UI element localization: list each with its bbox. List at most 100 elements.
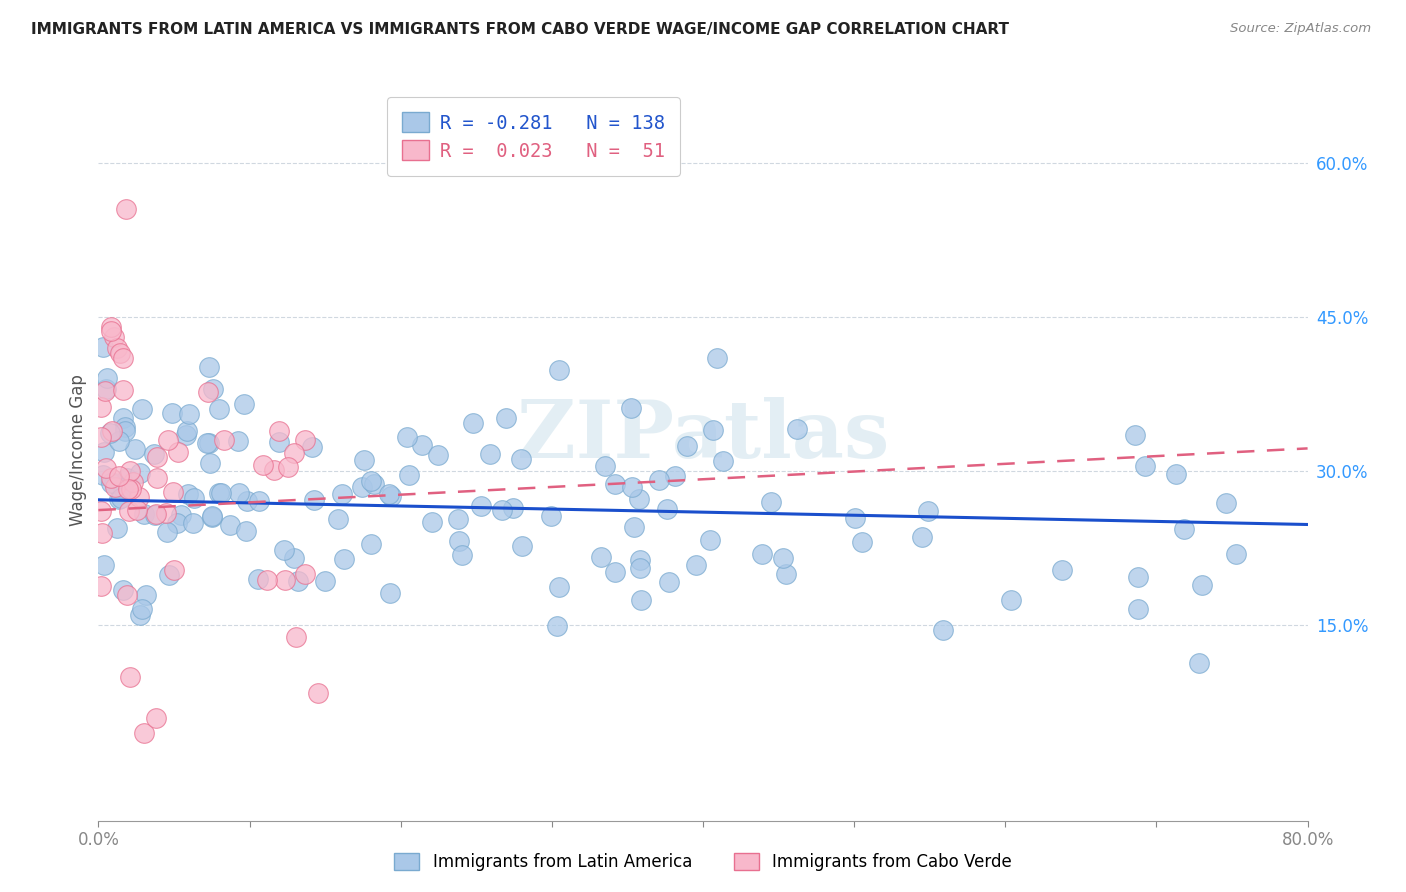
Point [699, 533, 721, 547]
Point [363, 477, 385, 491]
Point [117, 471, 139, 485]
Point [114, 420, 136, 434]
Point [112, 383, 135, 397]
Point [495, 411, 517, 425]
Point [676, 440, 699, 454]
Point [91, 340, 114, 354]
Text: Source: ZipAtlas.com: Source: ZipAtlas.com [1230, 22, 1371, 36]
Point [603, 565, 626, 579]
Point [98, 425, 121, 440]
Point [111, 481, 134, 495]
Point [117, 483, 139, 497]
Point [623, 520, 645, 534]
Point [844, 510, 866, 524]
Point [157, 433, 180, 447]
Point [547, 580, 569, 594]
Point [706, 351, 728, 366]
Point [1050, 563, 1073, 577]
Point [90, 504, 112, 518]
Point [174, 428, 197, 442]
Text: ZIPatlas: ZIPatlas [517, 397, 889, 475]
Point [90, 579, 112, 593]
Point [115, 588, 138, 602]
Point [90, 429, 112, 443]
Point [166, 445, 188, 459]
Point [449, 533, 471, 548]
Point [129, 607, 152, 622]
Point [143, 508, 166, 523]
Point [121, 475, 143, 490]
Point [1191, 578, 1213, 592]
Point [181, 516, 204, 530]
Point [176, 424, 198, 438]
Point [273, 543, 295, 558]
Point [380, 489, 402, 503]
Point [247, 493, 270, 508]
Point [1135, 458, 1157, 473]
Point [751, 547, 773, 561]
Point [395, 430, 418, 444]
Point [111, 351, 134, 365]
Point [93, 384, 115, 398]
Point [146, 450, 169, 464]
Point [685, 558, 707, 573]
Point [198, 436, 221, 450]
Point [593, 458, 616, 473]
Point [104, 480, 127, 494]
Point [160, 406, 183, 420]
Point [96, 460, 118, 475]
Point [287, 574, 309, 588]
Point [350, 480, 373, 494]
Point [197, 360, 219, 375]
Point [91, 467, 114, 482]
Point [479, 447, 502, 461]
Point [294, 434, 316, 448]
Point [208, 402, 231, 417]
Point [301, 440, 323, 454]
Point [208, 486, 231, 500]
Point [108, 345, 131, 359]
Point [195, 436, 218, 450]
Point [1126, 570, 1149, 584]
Point [166, 516, 188, 531]
Point [200, 509, 222, 524]
Point [155, 506, 177, 520]
Point [135, 588, 157, 602]
Point [267, 435, 290, 450]
Point [131, 602, 153, 616]
Point [132, 507, 155, 521]
Point [664, 468, 686, 483]
Point [108, 468, 131, 483]
Point [235, 524, 257, 539]
Point [100, 320, 122, 334]
Point [114, 202, 136, 216]
Point [131, 402, 153, 417]
Point [314, 574, 336, 588]
Point [96, 371, 118, 385]
Point [1225, 548, 1247, 562]
Point [422, 515, 444, 529]
Point [509, 452, 531, 467]
Point [540, 508, 562, 523]
Point [129, 466, 152, 480]
Point [103, 476, 125, 491]
Point [120, 670, 142, 684]
Point [256, 573, 278, 587]
Point [378, 586, 401, 600]
Point [105, 341, 128, 355]
Point [93, 445, 115, 459]
Point [209, 486, 232, 500]
Point [917, 504, 939, 518]
Point [236, 493, 259, 508]
Point [330, 487, 353, 501]
Point [648, 473, 671, 487]
Point [510, 540, 533, 554]
Point [627, 491, 650, 506]
Point [294, 567, 316, 582]
Point [273, 573, 295, 587]
Point [360, 537, 382, 551]
Point [1000, 592, 1022, 607]
Point [179, 408, 201, 422]
Point [283, 551, 305, 566]
Point [470, 500, 492, 514]
